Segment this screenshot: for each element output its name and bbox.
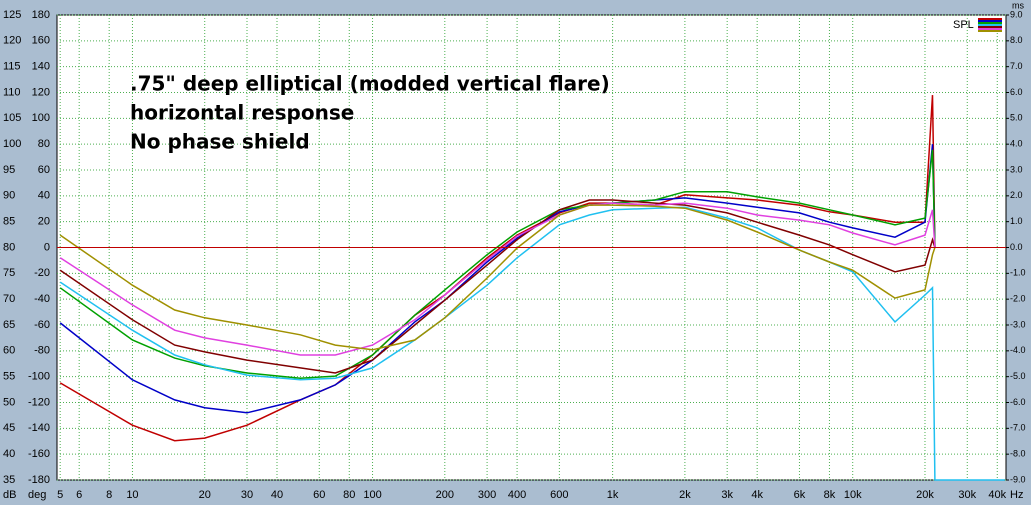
series-line	[59, 206, 1005, 481]
y-tick-label: 60	[3, 345, 15, 357]
x-tick-label: 20k	[916, 489, 934, 501]
y2-tick-label: 4.0	[1010, 139, 1023, 149]
x-tick-label: 20	[199, 489, 211, 501]
y-tick-label: 110	[3, 86, 21, 98]
deg-tick-label: 0	[44, 241, 50, 253]
series-line	[59, 204, 936, 351]
x-tick-label: 10	[126, 489, 138, 501]
y2-tick-label: 5.0	[1010, 113, 1023, 123]
x-tick-label: 100	[363, 489, 381, 501]
y2-tick-label: 6.0	[1010, 87, 1023, 97]
y-tick-label: 90	[3, 190, 15, 202]
y-tick-label: 45	[3, 422, 15, 434]
y2-tick-label: -5.0	[1010, 371, 1026, 381]
y-tick-label: 115	[3, 61, 21, 73]
x-tick-label: 600	[550, 489, 568, 501]
x-tick-label: 6	[76, 489, 82, 501]
x-tick-label: 30	[241, 489, 253, 501]
y2-tick-label: 0.0	[1010, 242, 1023, 252]
x-tick-label: 8k	[824, 489, 836, 501]
x-tick-label: 40k	[988, 489, 1006, 501]
deg-tick-label: 60	[38, 164, 50, 176]
x-tick-label: 80	[343, 489, 355, 501]
deg-unit: deg	[28, 489, 46, 501]
deg-tick-label: -120	[28, 396, 50, 408]
y2-tick-label: -7.0	[1010, 423, 1026, 433]
deg-tick-label: -180	[28, 474, 50, 486]
y2-unit: ms	[1012, 0, 1024, 10]
series-line	[59, 199, 936, 374]
x-tick-label: 8	[106, 489, 112, 501]
annotation: No phase shield	[130, 130, 310, 154]
y-tick-label: 80	[3, 241, 15, 253]
deg-tick-label: 180	[32, 9, 50, 21]
y-tick-label: 55	[3, 371, 15, 383]
deg-tick-label: 160	[32, 35, 50, 47]
x-tick-label: 40	[271, 489, 283, 501]
deg-tick-label: -100	[28, 371, 50, 383]
annotation: horizontal response	[130, 101, 354, 125]
y2-tick-label: -2.0	[1010, 294, 1026, 304]
y2-tick-label: -3.0	[1010, 319, 1026, 329]
y2-tick-label: -8.0	[1010, 449, 1026, 459]
y-tick-label: 85	[3, 216, 15, 228]
series-line	[59, 149, 936, 379]
y-unit: dB	[3, 489, 16, 501]
x-unit: Hz	[1010, 489, 1023, 501]
deg-tick-label: 100	[32, 112, 50, 124]
y2-tick-label: 2.0	[1010, 190, 1023, 200]
y2-tick-label: 8.0	[1010, 35, 1023, 45]
deg-tick-label: -60	[34, 319, 50, 331]
x-tick-label: 4k	[751, 489, 763, 501]
x-tick-label: 200	[436, 489, 454, 501]
deg-tick-label: -80	[34, 345, 50, 357]
y-tick-label: 65	[3, 319, 15, 331]
x-tick-label: 1k	[607, 489, 619, 501]
deg-tick-label: -20	[34, 267, 50, 279]
deg-tick-label: 40	[38, 190, 50, 202]
y2-tick-label: 7.0	[1010, 61, 1023, 71]
x-tick-label: 10k	[844, 489, 862, 501]
x-tick-label: 400	[508, 489, 526, 501]
y-tick-label: 95	[3, 164, 15, 176]
x-tick-label: 5	[57, 489, 63, 501]
y2-tick-label: 1.0	[1010, 216, 1023, 226]
y-tick-label: 100	[3, 138, 21, 150]
series-line	[59, 144, 936, 414]
y2-tick-label: -1.0	[1010, 268, 1026, 278]
y-tick-label: 70	[3, 293, 15, 305]
y-tick-label: 120	[3, 35, 21, 47]
deg-tick-label: 120	[32, 86, 50, 98]
y2-tick-label: -4.0	[1010, 345, 1026, 355]
deg-tick-label: 20	[38, 216, 50, 228]
y2-tick-label: -6.0	[1010, 397, 1026, 407]
x-tick-label: 2k	[679, 489, 691, 501]
y2-tick-label: 3.0	[1010, 164, 1023, 174]
y2-tick-label: -9.0	[1010, 474, 1026, 484]
x-tick-label: 60	[313, 489, 325, 501]
deg-tick-label: 80	[38, 138, 50, 150]
lines	[59, 95, 1005, 481]
x-tick-label: 300	[478, 489, 496, 501]
x-tick-label: 30k	[958, 489, 976, 501]
deg-tick-label: -40	[34, 293, 50, 305]
y-tick-label: 50	[3, 396, 15, 408]
x-tick-label: 3k	[721, 489, 733, 501]
deg-tick-label: -160	[28, 448, 50, 460]
y-tick-label: 105	[3, 112, 21, 124]
y-tick-label: 75	[3, 267, 15, 279]
deg-tick-label: -140	[28, 422, 50, 434]
deg-tick-label: 140	[32, 61, 50, 73]
grid	[57, 14, 1006, 481]
annotation: .75" deep elliptical (modded vertical fl…	[130, 72, 610, 96]
y-tick-label: 40	[3, 448, 15, 460]
y-tick-label: 125	[3, 9, 21, 21]
y2-tick-label: 9.0	[1010, 9, 1023, 19]
x-tick-label: 6k	[794, 489, 806, 501]
legend-label: SPL	[953, 19, 974, 31]
y-tick-label: 35	[3, 474, 15, 486]
